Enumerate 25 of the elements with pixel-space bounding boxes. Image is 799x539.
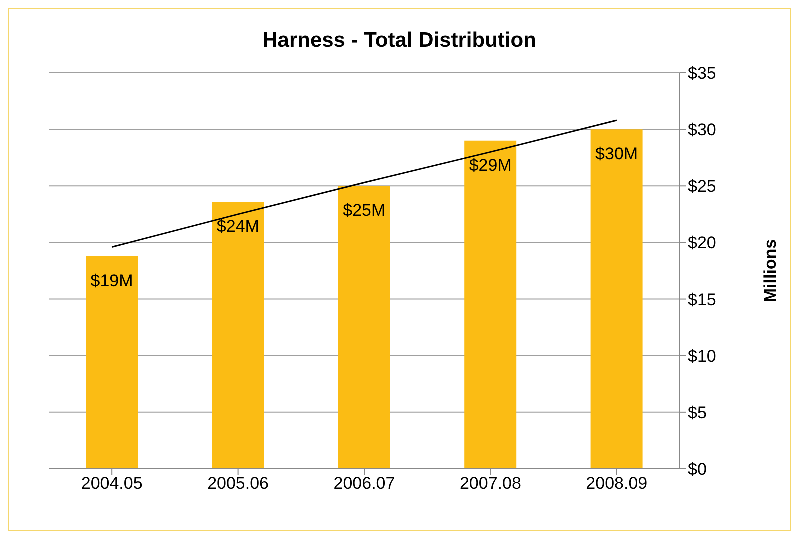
y-tick-label: $25 — [688, 177, 716, 196]
data-label: $19M — [90, 271, 134, 290]
y-tick-label: $30 — [688, 120, 716, 140]
y-tick-label: $10 — [688, 346, 716, 366]
bar — [464, 140, 517, 469]
y-tick-label: $20 — [688, 234, 716, 253]
x-tick-label: 2005.06 — [208, 474, 270, 494]
bar — [338, 186, 390, 469]
x-tick-label: 2006.07 — [334, 474, 396, 494]
data-label: $29M — [469, 156, 512, 175]
bar — [590, 130, 643, 469]
data-label: $24M — [216, 216, 260, 236]
y-tick-label: $35 — [688, 64, 716, 84]
data-label: $25M — [343, 201, 386, 220]
bar — [86, 256, 138, 469]
y-axis-title: Millions — [761, 239, 780, 303]
x-tick-label: 2007.08 — [460, 474, 522, 494]
x-tick-label: 2004.05 — [81, 474, 143, 494]
chart-title: Harness - Total Distribution — [262, 28, 538, 54]
data-label: $30M — [596, 144, 638, 164]
y-tick-label: $15 — [688, 290, 716, 310]
x-tick-label: 2008.09 — [586, 474, 648, 494]
bar — [212, 202, 264, 469]
y-tick-label: $0 — [688, 460, 707, 480]
y-tick-label: $5 — [688, 403, 707, 422]
